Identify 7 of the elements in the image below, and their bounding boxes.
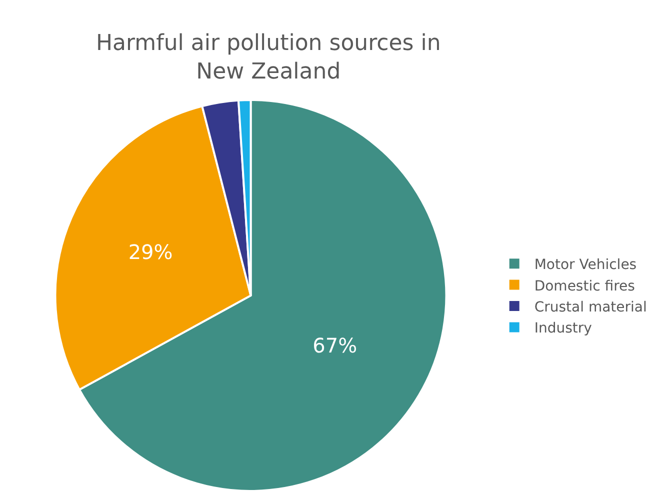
- legend-label: Domestic fires: [534, 278, 635, 294]
- data-label: 29%: [128, 240, 173, 264]
- legend-label: Motor Vehicles: [534, 257, 637, 274]
- legend-label: Crustal material: [534, 299, 647, 316]
- chart-title: Harmful air pollution sources in New Zealand: [96, 31, 441, 85]
- data-label: 67%: [312, 333, 358, 358]
- legend-label: Industry: [534, 320, 592, 337]
